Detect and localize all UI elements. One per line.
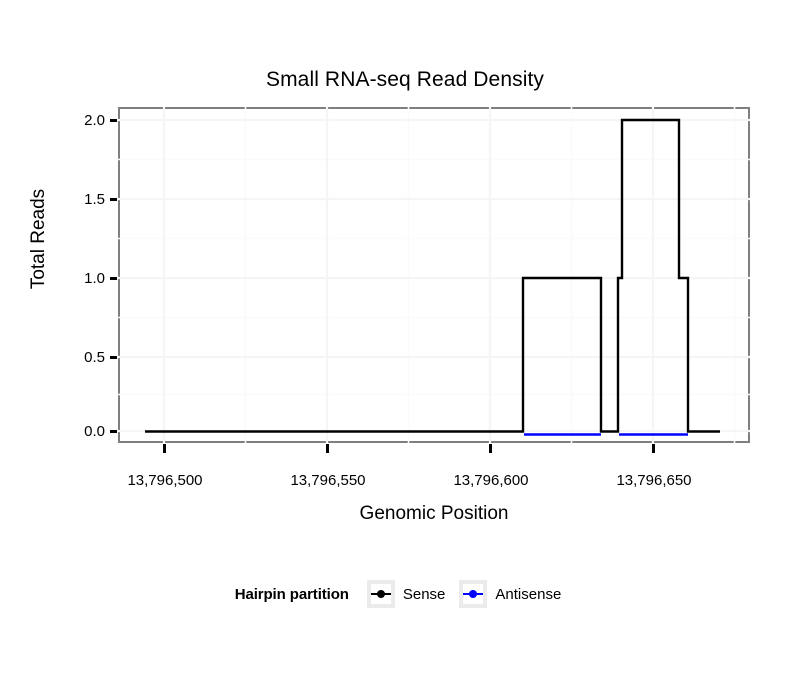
series-sense bbox=[145, 118, 720, 433]
legend-key-antisense bbox=[459, 580, 488, 608]
panel-border bbox=[118, 107, 750, 443]
y-tick-label-1_5: 1.5 bbox=[84, 191, 105, 208]
legend-key-sense bbox=[366, 580, 395, 608]
legend-label-antisense: Antisense bbox=[495, 585, 562, 603]
plot-canvas bbox=[118, 107, 750, 443]
x-tick-label-2: 13,796,550 bbox=[290, 472, 366, 489]
chart-title: Small RNA-seq Read Density bbox=[265, 68, 545, 91]
y-tick-mark-2 bbox=[110, 119, 117, 122]
grid-major bbox=[118, 107, 750, 443]
legend: Hairpin partition Sense Antisense bbox=[0, 580, 810, 608]
legend-point-sense bbox=[376, 590, 385, 598]
legend-point-antisense bbox=[469, 590, 478, 598]
y-tick-label-1: 1.0 bbox=[84, 270, 105, 287]
x-tick-mark-1 bbox=[163, 444, 166, 453]
x-tick-mark-3 bbox=[489, 444, 492, 453]
x-tick-label-4: 13,796,650 bbox=[616, 472, 692, 489]
y-tick-label-2: 2.0 bbox=[84, 112, 105, 129]
legend-item-antisense[interactable]: Antisense bbox=[459, 580, 561, 608]
y-tick-mark-1_5 bbox=[110, 198, 117, 201]
legend-label-sense: Sense bbox=[402, 585, 446, 603]
x-tick-mark-4 bbox=[652, 444, 655, 453]
y-axis-label: Total Reads bbox=[28, 188, 49, 290]
y-tick-mark-0_5 bbox=[110, 356, 117, 359]
x-tick-label-1: 13,796,500 bbox=[127, 472, 203, 489]
legend-key-inner-sense bbox=[370, 584, 391, 604]
x-axis-label: Genomic Position bbox=[359, 503, 509, 524]
legend-item-sense[interactable]: Sense bbox=[366, 580, 446, 608]
legend-key-inner-antisense bbox=[463, 584, 484, 604]
y-tick-mark-0 bbox=[110, 430, 117, 433]
y-tick-label-0_5: 0.5 bbox=[84, 349, 105, 366]
grid-minor bbox=[118, 107, 750, 443]
legend-title: Hairpin partition bbox=[234, 585, 349, 603]
y-tick-label-0: 0.0 bbox=[84, 423, 105, 440]
x-tick-label-3: 13,796,600 bbox=[453, 472, 529, 489]
x-tick-mark-2 bbox=[326, 444, 329, 453]
y-tick-mark-1 bbox=[110, 277, 117, 280]
plot-panel bbox=[118, 107, 750, 443]
